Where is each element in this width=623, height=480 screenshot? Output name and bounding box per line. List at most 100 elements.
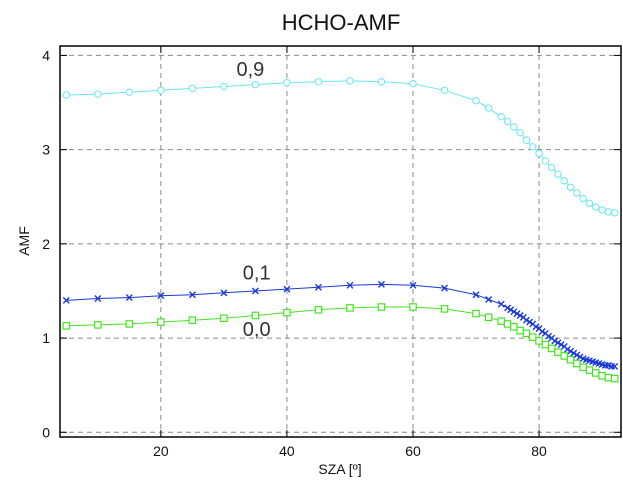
data-point (516, 128, 524, 137)
data-point (547, 163, 556, 172)
data-point (484, 313, 493, 322)
data-point (610, 209, 619, 217)
data-point (516, 311, 524, 319)
data-point (188, 316, 197, 324)
data-point (573, 359, 581, 368)
series-label-0-1: 0,1 (243, 263, 271, 285)
data-point (573, 351, 581, 359)
y-tick-label: 0 (42, 424, 50, 440)
data-point (557, 341, 565, 349)
data-point (522, 136, 531, 144)
y-tick-label: 3 (42, 142, 50, 158)
data-point (503, 117, 512, 126)
series-label-0-9: 0,9 (236, 59, 264, 81)
data-point (497, 300, 505, 308)
data-point (157, 292, 165, 300)
data-point (125, 294, 133, 302)
data-point (251, 311, 260, 320)
chart-title: HCHO-AMF (282, 10, 401, 35)
data-point (526, 318, 534, 326)
data-point (541, 157, 550, 165)
data-point (522, 316, 530, 324)
data-point (283, 308, 291, 317)
data-point (591, 369, 600, 377)
data-point (220, 289, 228, 297)
data-point (545, 332, 553, 340)
data-point (157, 86, 165, 94)
axis-ticks: 20 40 60 80 0 1 2 3 4 (42, 46, 621, 459)
series-annotations: 0,9 0,1 0,0 (236, 59, 270, 341)
data-point (566, 183, 575, 192)
data-point (188, 84, 197, 93)
data-point (551, 337, 559, 345)
data-point (485, 295, 493, 303)
data-point (472, 96, 480, 105)
data-point (504, 304, 512, 312)
data-point (563, 345, 571, 353)
data-point (125, 320, 134, 328)
data-point (510, 322, 518, 331)
data-point (538, 327, 546, 335)
data-point (604, 373, 613, 382)
data-point (409, 79, 417, 88)
data-point (377, 303, 386, 311)
y-tick-label: 4 (42, 47, 50, 63)
y-tick-label: 2 (42, 236, 50, 252)
data-point (283, 285, 291, 293)
data-point (314, 283, 322, 291)
plot-frame (59, 45, 622, 438)
series-line (66, 283, 615, 367)
data-point (346, 304, 354, 312)
data-point (441, 284, 449, 292)
data-point (497, 317, 506, 325)
data-point (576, 353, 584, 361)
data-point (346, 77, 354, 85)
series-0-0 (62, 303, 619, 383)
data-point (560, 177, 568, 185)
data-point (532, 323, 540, 331)
data-point (507, 306, 515, 314)
data-point (611, 362, 619, 370)
data-point (573, 189, 581, 197)
x-tick-label: 40 (279, 443, 295, 459)
data-point (510, 123, 518, 131)
data-point (409, 303, 417, 311)
data-point (377, 78, 386, 86)
data-point (570, 349, 578, 357)
y-tick-label: 1 (42, 330, 50, 346)
series-label-0-0: 0,0 (243, 319, 271, 341)
data-point (472, 309, 480, 318)
data-point (529, 143, 537, 151)
data-point (94, 90, 102, 98)
series-0-1 (62, 280, 619, 370)
x-axis-label: SZA [º] (318, 461, 361, 477)
x-tick-label: 60 (405, 443, 421, 459)
data-point (377, 280, 385, 288)
data-point (598, 206, 606, 214)
data-point (251, 80, 260, 89)
data-point (560, 352, 569, 360)
data-point (585, 366, 594, 374)
data-point (554, 339, 562, 347)
data-point (409, 281, 417, 289)
data-point (610, 374, 619, 383)
data-point (535, 337, 543, 345)
data-point (251, 287, 259, 295)
data-point (220, 82, 228, 91)
data-point (585, 199, 594, 208)
data-point (220, 314, 228, 323)
data-point (94, 295, 102, 302)
data-point (554, 348, 562, 357)
data-point (535, 149, 543, 158)
data-point (510, 308, 518, 316)
x-tick-label: 80 (531, 443, 547, 459)
data-point (283, 79, 291, 87)
data-point (314, 306, 323, 314)
data-point (598, 371, 606, 380)
data-point (188, 291, 196, 299)
data-point (62, 91, 71, 99)
data-point (484, 104, 493, 112)
data-point (314, 78, 323, 86)
data-point (472, 291, 480, 299)
